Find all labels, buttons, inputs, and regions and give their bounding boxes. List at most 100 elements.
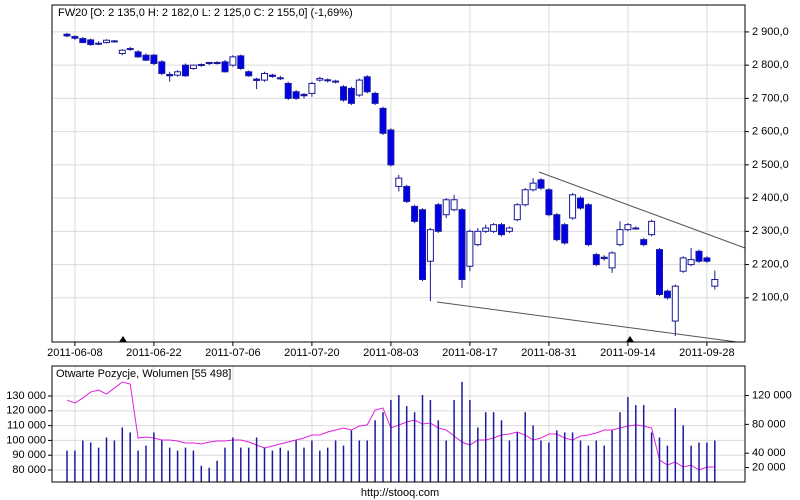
candle-body (213, 61, 221, 64)
y2-tick-label: 40 000 (752, 447, 786, 459)
candle-body (253, 78, 261, 81)
x-tick-label: 2011-09-14 (600, 347, 655, 359)
candle-body (711, 279, 719, 287)
candle-body (110, 40, 118, 43)
candle-body (600, 256, 608, 260)
candle-body (553, 214, 561, 241)
y-tick-label: 2 500,0 (752, 159, 789, 171)
candle-body (529, 182, 537, 191)
candle-body (426, 229, 434, 262)
candle-body (474, 230, 482, 246)
candle-body (245, 71, 253, 77)
candle-body (355, 79, 363, 96)
candle-body (71, 36, 79, 39)
price-panel: 2011-06-08 2011-06-22 2011-07-06 2011-07-20… (47, 5, 789, 359)
candle-body (237, 55, 245, 69)
candle-body (632, 227, 640, 230)
panel-title: Otwarte Pozycje, Wolumen [55 498] (56, 368, 231, 380)
event-marker (119, 336, 127, 342)
candle-body (411, 205, 419, 222)
candle-body (482, 227, 490, 232)
candle-body (537, 179, 545, 189)
candle-body (640, 239, 648, 246)
candle-body (347, 87, 355, 104)
candle-body (87, 39, 95, 46)
candle-body (324, 79, 332, 82)
candle-body (671, 285, 679, 322)
candle-body (300, 93, 308, 97)
x-tick-label: 2011-08-31 (521, 347, 576, 359)
chart-title: FW20 [O: 2 135,0 H: 2 182,0 L: 2 125,0 C… (58, 7, 353, 19)
candle-body (79, 38, 87, 44)
candle-body (276, 77, 284, 80)
candle-body (197, 63, 205, 66)
candle-body (332, 80, 340, 83)
y-tick-label: 90 000 (12, 449, 46, 461)
y2-tick-label: 20 000 (752, 461, 786, 473)
candle-body (687, 259, 695, 266)
candle-body (521, 189, 529, 206)
candle-body (419, 209, 426, 281)
y-tick-label: 120 000 (6, 405, 46, 417)
y-tick-label: 2 900,0 (752, 26, 789, 38)
candle-body (189, 64, 197, 69)
candle-body (103, 39, 110, 44)
candle-body (663, 290, 671, 299)
candle-body (166, 73, 174, 77)
candle-body (624, 224, 632, 231)
y-tick-label: 2 300,0 (752, 225, 789, 237)
y-tick-label: 2 700,0 (752, 92, 789, 104)
y-tick-label: 2 100,0 (752, 292, 789, 304)
candle-body (703, 257, 711, 262)
candle-body (284, 82, 292, 99)
candle-body (434, 204, 442, 232)
candle-body (442, 199, 450, 216)
candle-body (458, 209, 466, 281)
y-tick-label: 2 400,0 (752, 192, 789, 204)
plot-frame (51, 365, 746, 483)
y-tick-label: 2 600,0 (752, 126, 789, 138)
x-tick-label: 2011-06-08 (47, 347, 102, 359)
candle-body (656, 249, 663, 295)
candle-body (134, 51, 142, 58)
candle-body (126, 48, 134, 51)
x-tick-label: 2011-07-20 (284, 347, 339, 359)
candle-body (513, 204, 521, 221)
candle-body (63, 33, 71, 37)
candle-body (221, 61, 229, 73)
x-tick-label: 2011-08-17 (442, 347, 497, 359)
candle-body (316, 77, 324, 81)
candle-body (679, 257, 687, 272)
candle-body (118, 49, 126, 55)
candle-body (308, 82, 316, 94)
candle-body (545, 189, 553, 216)
candle-body (608, 252, 616, 269)
candle-body (450, 199, 458, 211)
y-tick-label: 2 200,0 (752, 258, 789, 270)
candle-body (498, 224, 505, 236)
candle-body (182, 64, 189, 77)
x-tick-label: 2011-09-28 (679, 347, 734, 359)
y-tick-label: 130 000 (6, 390, 46, 402)
candle-body (371, 92, 379, 104)
y-tick-label: 110 000 (7, 420, 46, 432)
candle-body (466, 230, 474, 267)
x-tick-label: 2011-07-06 (205, 347, 260, 359)
candle-body (561, 224, 569, 244)
volume-panel: 80 000 90 000 100 000 110 000 120 000 130 000… (6, 366, 792, 482)
candle-body (584, 204, 592, 246)
candle-body (569, 194, 577, 219)
candle-body (174, 71, 182, 76)
event-marker (626, 336, 634, 342)
candle-body (205, 61, 213, 64)
y-tick-label: 100 000 (6, 434, 46, 446)
candle-body (150, 54, 158, 64)
y-tick-label: 80 000 (12, 464, 46, 476)
y-tick-label: 2 800,0 (752, 59, 789, 71)
candle-body (505, 227, 513, 232)
candle-body (229, 56, 237, 66)
candle-body (95, 42, 103, 45)
candle-body (395, 177, 403, 187)
